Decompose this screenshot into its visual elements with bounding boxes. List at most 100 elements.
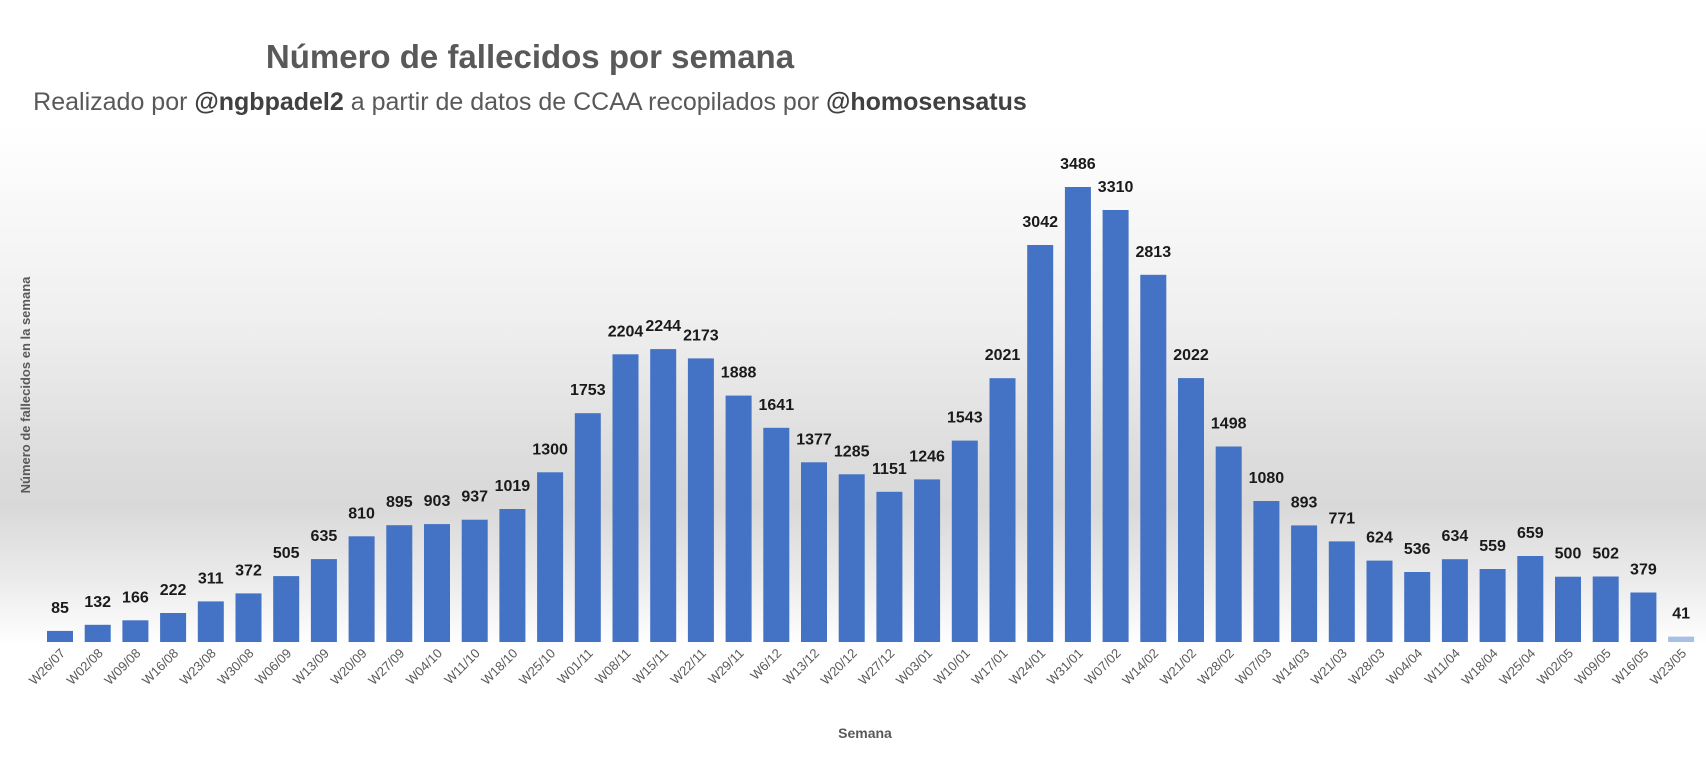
bar-W07/03 bbox=[1253, 501, 1280, 642]
value-label-W6/12: 1641 bbox=[759, 397, 795, 414]
value-label-W27/12: 1151 bbox=[872, 461, 907, 478]
bar-W09/05 bbox=[1592, 576, 1619, 642]
bar-W03/01 bbox=[914, 479, 941, 642]
x-tick-W28/02: W28/02 bbox=[1195, 646, 1237, 688]
bar-W11/04 bbox=[1441, 559, 1468, 642]
bar-W04/04 bbox=[1404, 572, 1431, 642]
value-label-W24/01: 3042 bbox=[1022, 214, 1058, 231]
bar-W17/01 bbox=[989, 378, 1016, 642]
bar-W30/08 bbox=[235, 593, 262, 642]
bar-W27/09 bbox=[386, 525, 413, 642]
bar-W18/04 bbox=[1479, 569, 1506, 642]
value-label-W04/04: 536 bbox=[1404, 541, 1431, 558]
bar-W28/02 bbox=[1215, 446, 1242, 642]
value-label-W26/07: 85 bbox=[51, 600, 69, 617]
bar-W13/09 bbox=[310, 559, 337, 642]
x-tick-W18/10: W18/10 bbox=[478, 646, 520, 688]
value-label-W06/09: 505 bbox=[273, 545, 300, 562]
value-label-W13/09: 635 bbox=[311, 528, 338, 545]
bar-W14/02 bbox=[1140, 274, 1167, 642]
bar-W11/10 bbox=[461, 519, 488, 642]
bar-W15/11 bbox=[650, 349, 677, 642]
value-label-W13/12: 1377 bbox=[796, 431, 832, 448]
value-label-W27/09: 895 bbox=[386, 494, 413, 511]
y-axis-label: Número de fallecidos en la semana bbox=[18, 276, 33, 494]
x-tick-W01/11: W01/11 bbox=[554, 646, 596, 688]
bars-group bbox=[47, 187, 1695, 642]
bar-W23/05 bbox=[1668, 636, 1695, 642]
bar-W07/02 bbox=[1102, 210, 1129, 642]
bar-W25/10 bbox=[537, 472, 564, 642]
value-label-W28/03: 624 bbox=[1366, 530, 1393, 547]
bar-W02/05 bbox=[1555, 576, 1581, 642]
bar-W18/10 bbox=[499, 509, 526, 642]
x-tick-W10/01: W10/01 bbox=[931, 646, 973, 688]
x-tick-W16/08: W16/08 bbox=[139, 646, 181, 688]
bar-W08/11 bbox=[612, 354, 639, 642]
x-tick-W24/01: W24/01 bbox=[1006, 646, 1048, 688]
x-tick-W11/04: W11/04 bbox=[1421, 646, 1463, 688]
bar-W21/02 bbox=[1178, 378, 1204, 642]
x-tick-W03/01: W03/01 bbox=[893, 646, 935, 688]
value-label-W03/01: 1246 bbox=[909, 448, 945, 465]
bar-W28/03 bbox=[1366, 560, 1393, 642]
x-tick-W02/05: W02/05 bbox=[1534, 646, 1576, 688]
value-label-W14/03: 893 bbox=[1291, 494, 1318, 511]
value-label-W01/11: 1753 bbox=[570, 382, 606, 399]
x-tick-W04/10: W04/10 bbox=[403, 646, 445, 688]
value-label-W20/09: 810 bbox=[348, 505, 375, 522]
value-label-W11/04: 634 bbox=[1442, 528, 1469, 545]
x-tick-labels-group: W26/07W02/08W09/08W16/08W23/08W30/08W06/… bbox=[26, 646, 1689, 688]
x-tick-W04/04: W04/04 bbox=[1383, 646, 1425, 688]
x-tick-W28/03: W28/03 bbox=[1345, 646, 1387, 688]
bar-W10/01 bbox=[951, 440, 978, 642]
bar-W20/12 bbox=[838, 474, 865, 642]
x-tick-W20/09: W20/09 bbox=[327, 646, 369, 688]
x-tick-W06/09: W06/09 bbox=[252, 646, 294, 688]
value-label-W10/01: 1543 bbox=[947, 410, 983, 427]
value-label-W28/02: 1498 bbox=[1211, 416, 1247, 433]
value-label-W30/08: 372 bbox=[235, 562, 262, 579]
bar-W31/01 bbox=[1064, 187, 1091, 642]
value-label-W09/05: 502 bbox=[1592, 546, 1619, 563]
bar-W23/08 bbox=[197, 601, 224, 642]
x-tick-W14/03: W14/03 bbox=[1270, 646, 1312, 688]
value-label-W23/08: 311 bbox=[198, 570, 224, 587]
subtitle-source: @homosensatus bbox=[826, 88, 1027, 116]
x-tick-W09/05: W09/05 bbox=[1572, 646, 1614, 688]
x-tick-W17/01: W17/01 bbox=[968, 646, 1010, 688]
bar-W22/11 bbox=[687, 358, 714, 642]
x-tick-W15/11: W15/11 bbox=[630, 646, 672, 688]
bar-W04/10 bbox=[424, 524, 450, 642]
bar-W29/11 bbox=[725, 395, 752, 642]
value-label-W04/10: 903 bbox=[424, 493, 451, 510]
value-label-W16/05: 379 bbox=[1630, 562, 1657, 579]
bar-W26/07 bbox=[47, 630, 73, 642]
value-label-W11/10: 937 bbox=[461, 489, 488, 506]
x-axis-label: Semana bbox=[838, 725, 892, 741]
x-tick-W16/05: W16/05 bbox=[1609, 646, 1651, 688]
bar-W14/03 bbox=[1291, 525, 1318, 642]
chart-subtitle: Realizado por @ngbpadel2 a partir de dat… bbox=[0, 88, 1060, 117]
x-tick-W23/08: W23/08 bbox=[177, 646, 219, 688]
bar-W27/12 bbox=[876, 491, 903, 642]
subtitle-author: @ngbpadel2 bbox=[194, 88, 344, 116]
bar-W6/12 bbox=[763, 427, 790, 642]
value-label-W18/10: 1019 bbox=[495, 478, 531, 495]
bar-W16/05 bbox=[1630, 592, 1657, 642]
x-tick-W25/10: W25/10 bbox=[516, 646, 558, 688]
value-label-W21/02: 2022 bbox=[1173, 347, 1209, 364]
x-tick-W21/03: W21/03 bbox=[1308, 646, 1350, 688]
subtitle-prefix: Realizado por bbox=[33, 88, 195, 116]
bar-W06/09 bbox=[273, 576, 300, 642]
bar-W09/08 bbox=[122, 620, 149, 642]
value-label-W25/04: 659 bbox=[1517, 525, 1544, 542]
value-label-W08/11: 2204 bbox=[608, 323, 644, 340]
subtitle-middle: a partir de datos de CCAA recopilados po… bbox=[343, 88, 826, 116]
value-label-W07/03: 1080 bbox=[1249, 470, 1285, 487]
x-tick-W27/12: W27/12 bbox=[855, 646, 897, 688]
value-label-W31/01: 3486 bbox=[1060, 156, 1096, 173]
x-tick-W02/08: W02/08 bbox=[64, 646, 106, 688]
x-tick-W18/04: W18/04 bbox=[1458, 646, 1500, 688]
